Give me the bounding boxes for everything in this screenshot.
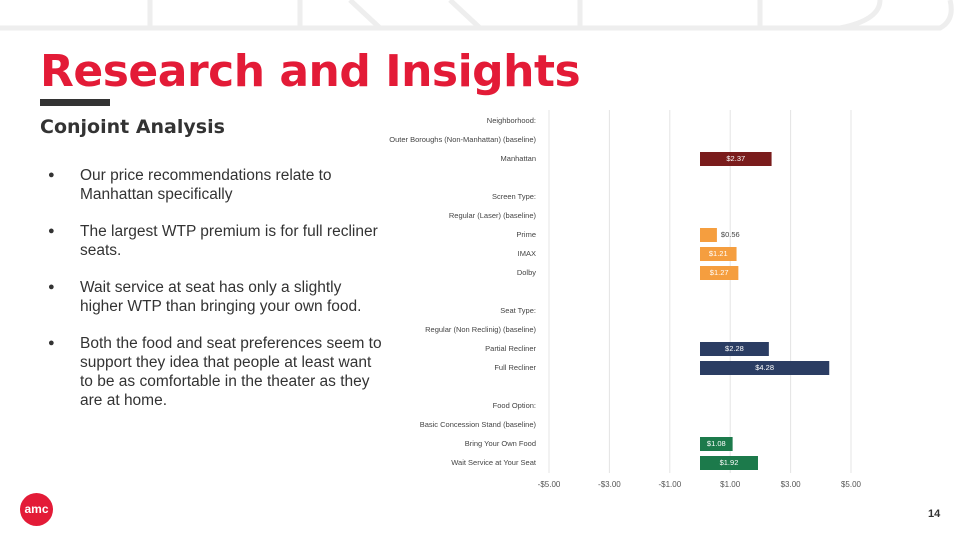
bullet: Both the food and seat preferences seem … — [48, 334, 383, 410]
y-tick-label: Regular (Non Reclinig) (baseline) — [425, 325, 536, 334]
bar-value-label: $4.28 — [755, 363, 774, 372]
bar — [700, 437, 733, 451]
bar-value-label: $1.08 — [707, 439, 726, 448]
y-tick-label: Bring Your Own Food — [465, 439, 536, 448]
title-rule — [40, 99, 110, 106]
x-tick-label: $1.00 — [720, 480, 741, 489]
bar — [700, 361, 830, 375]
bar — [700, 342, 769, 356]
y-tick-label: Partial Recliner — [485, 344, 536, 353]
bar — [700, 228, 717, 242]
bullet: The largest WTP premium is for full recl… — [48, 222, 383, 260]
subtitle: Conjoint Analysis — [40, 116, 225, 138]
x-tick-label: -$1.00 — [658, 480, 681, 489]
y-tick-label: Wait Service at Your Seat — [451, 458, 537, 467]
bar — [700, 266, 739, 280]
x-tick-label: $3.00 — [781, 480, 802, 489]
y-tick-label: Outer Boroughs (Non-Manhattan) (baseline… — [389, 135, 536, 144]
bar-value-label: $1.92 — [720, 458, 739, 467]
bar — [700, 456, 758, 470]
y-tick-label: Seat Type: — [500, 306, 536, 315]
bar-value-label: $1.21 — [709, 249, 728, 258]
background-decoration — [0, 0, 954, 31]
x-tick-label: -$3.00 — [598, 480, 621, 489]
x-tick-label: -$5.00 — [538, 480, 561, 489]
y-tick-label: Regular (Laser) (baseline) — [449, 211, 537, 220]
y-tick-label: Full Recliner — [494, 363, 536, 372]
bar-value-label: $1.27 — [710, 268, 729, 277]
bullet: Our price recommendations relate to Manh… — [48, 166, 383, 204]
bar-value-label: $0.56 — [721, 230, 740, 239]
title: Research and Insights — [40, 46, 581, 97]
page-number: 14 — [928, 508, 941, 520]
bullet: Wait service at seat has only a slightly… — [48, 278, 383, 316]
y-tick-label: Neighborhood: — [487, 116, 536, 125]
bar-value-label: $2.28 — [725, 344, 744, 353]
y-tick-label: IMAX — [518, 249, 536, 258]
bullet-list: Our price recommendations relate to Manh… — [48, 166, 383, 428]
y-tick-label: Manhattan — [501, 154, 536, 163]
logo: amc — [20, 493, 53, 526]
bar — [700, 152, 772, 166]
y-tick-label: Screen Type: — [492, 192, 536, 201]
bar — [700, 247, 737, 261]
y-tick-label: Basic Concession Stand (baseline) — [420, 420, 537, 429]
y-tick-label: Food Option: — [493, 401, 536, 410]
bar-value-label: $2.37 — [726, 154, 745, 163]
y-tick-label: Dolby — [517, 268, 536, 277]
y-tick-label: Prime — [516, 230, 536, 239]
x-tick-label: $5.00 — [841, 480, 862, 489]
